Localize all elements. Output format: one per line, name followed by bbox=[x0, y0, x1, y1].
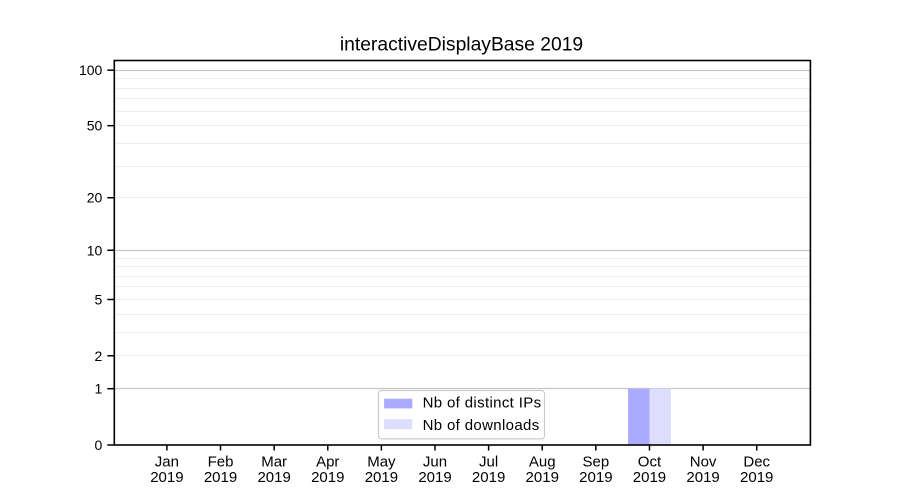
svg-text:2019: 2019 bbox=[204, 469, 237, 486]
svg-text:50: 50 bbox=[87, 118, 103, 134]
svg-text:Aug: Aug bbox=[529, 454, 556, 471]
svg-text:2: 2 bbox=[95, 348, 103, 364]
svg-text:5: 5 bbox=[95, 291, 103, 307]
svg-text:Jun: Jun bbox=[423, 454, 447, 471]
svg-text:Nb of distinct IPs: Nb of distinct IPs bbox=[423, 395, 542, 412]
svg-text:2019: 2019 bbox=[686, 469, 719, 486]
svg-text:2019: 2019 bbox=[418, 469, 451, 486]
svg-text:Oct: Oct bbox=[638, 454, 662, 471]
svg-text:Sep: Sep bbox=[583, 454, 610, 471]
svg-text:Apr: Apr bbox=[316, 454, 339, 471]
svg-text:Nb of downloads: Nb of downloads bbox=[423, 417, 540, 434]
svg-text:20: 20 bbox=[87, 190, 103, 206]
svg-text:2019: 2019 bbox=[526, 469, 559, 486]
svg-text:2019: 2019 bbox=[365, 469, 398, 486]
svg-text:100: 100 bbox=[79, 62, 103, 78]
svg-text:1: 1 bbox=[95, 381, 103, 397]
svg-text:10: 10 bbox=[87, 242, 103, 258]
svg-text:Jul: Jul bbox=[479, 454, 498, 471]
svg-text:2019: 2019 bbox=[257, 469, 290, 486]
svg-text:2019: 2019 bbox=[311, 469, 344, 486]
svg-text:0: 0 bbox=[95, 437, 103, 453]
svg-text:Feb: Feb bbox=[208, 454, 234, 471]
svg-text:interactiveDisplayBase 2019: interactiveDisplayBase 2019 bbox=[340, 35, 583, 56]
svg-text:Nov: Nov bbox=[690, 454, 717, 471]
svg-text:Jan: Jan bbox=[155, 454, 179, 471]
svg-text:Dec: Dec bbox=[743, 454, 770, 471]
svg-text:2019: 2019 bbox=[150, 469, 183, 486]
svg-text:2019: 2019 bbox=[579, 469, 612, 486]
svg-text:May: May bbox=[367, 454, 396, 471]
svg-text:2019: 2019 bbox=[633, 469, 666, 486]
svg-text:2019: 2019 bbox=[740, 469, 773, 486]
svg-text:2019: 2019 bbox=[472, 469, 505, 486]
svg-text:Mar: Mar bbox=[261, 454, 287, 471]
